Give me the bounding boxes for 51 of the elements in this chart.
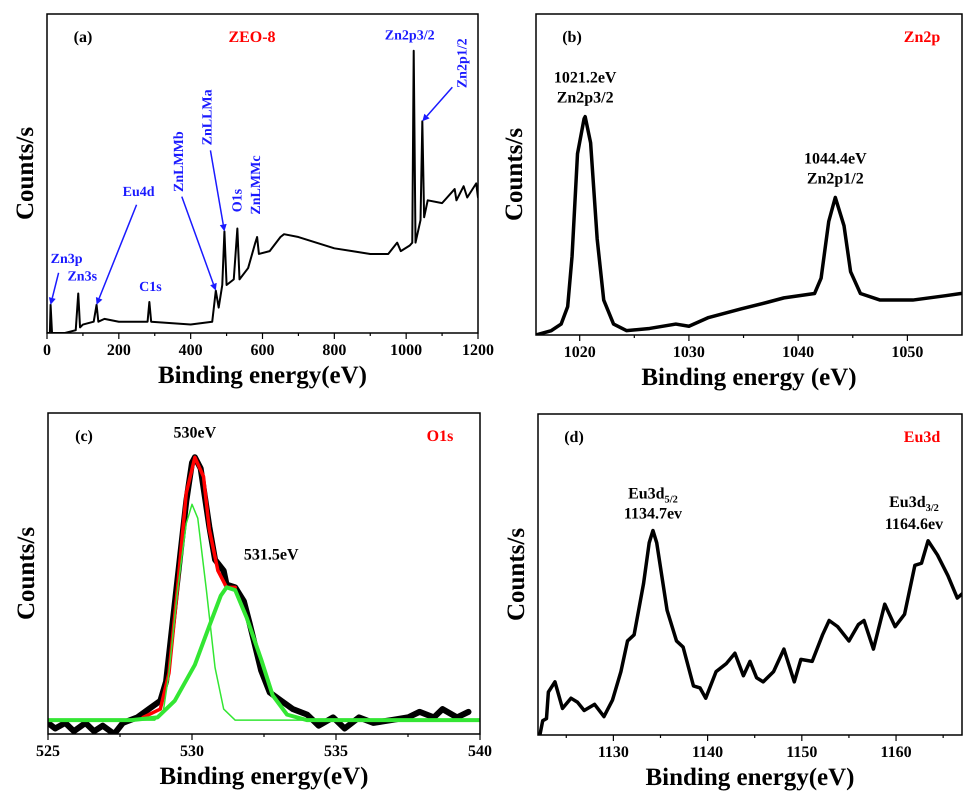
x-tick-label: 1150 <box>786 744 818 761</box>
x-tick-label: 1030 <box>672 344 705 361</box>
chart-subtitle: O1s <box>426 428 454 445</box>
chart-title: (d) <box>564 429 584 446</box>
chart-title: (c) <box>75 428 93 445</box>
y-axis-title: Counts/s <box>13 526 40 620</box>
x-tick-label: 1020 <box>564 344 596 361</box>
x-tick-label: 540 <box>468 743 492 760</box>
annotation: 530eV <box>174 424 217 441</box>
annotation: ZnLMMc <box>249 155 264 215</box>
annotation: Eu4d <box>122 184 155 200</box>
chart-subtitle: Zn2p <box>904 29 940 46</box>
annotation: Zn3s <box>67 270 98 285</box>
x-axis-title: Binding energy(eV) <box>645 764 855 791</box>
x-tick-label: 1050 <box>891 344 924 361</box>
x-tick-label: 200 <box>106 342 131 359</box>
annotation: ZnLLMa <box>200 89 216 146</box>
chart-subtitle: ZEO-8 <box>228 29 276 46</box>
annotation: Zn2p3/2 <box>384 28 435 44</box>
annotation: ZnLMMb <box>172 131 188 192</box>
y-axis-title: Counts/s <box>501 128 528 222</box>
x-axis-title: Binding energy(eV) <box>158 362 368 389</box>
annotation: Eu3d$_{3/2}$ 1164.6ev <box>884 493 944 532</box>
annotation: Zn3p <box>50 252 83 267</box>
x-tick-label: 1130 <box>598 744 629 761</box>
annotation: 1021.2eV Zn2p3/2 <box>554 69 617 106</box>
annotation: Zn2p1/2 <box>456 38 471 88</box>
chart-subtitle: Eu3d <box>904 429 940 446</box>
x-axis-title: Binding energy(eV) <box>159 763 369 790</box>
x-tick-label: 1000 <box>390 342 422 359</box>
x-tick-label: 600 <box>250 342 274 359</box>
annotation: C1s <box>139 280 162 296</box>
x-tick-label: 1160 <box>880 744 912 761</box>
x-tick-label: 535 <box>324 743 348 760</box>
annotation: 1044.4eV Zn2p1/2 <box>804 150 868 188</box>
y-axis-title: Counts/s <box>12 126 39 220</box>
x-tick-label: 0 <box>43 342 51 359</box>
annotation: 531.5eV <box>244 546 299 564</box>
x-tick-label: 1140 <box>692 744 724 761</box>
x-tick-label: 1040 <box>782 344 814 361</box>
chart-title: (b) <box>562 29 582 46</box>
x-tick-label: 525 <box>36 743 60 760</box>
y-axis-title: Counts/s <box>503 528 530 622</box>
x-tick-label: 800 <box>322 342 346 359</box>
x-tick-label: 1200 <box>462 342 494 359</box>
annotation: Eu3d$_{5/2}$ 1134.7ev <box>624 485 682 522</box>
x-tick-label: 400 <box>178 342 203 359</box>
annotation: O1s <box>230 188 246 212</box>
x-axis-title: Binding energy (eV) <box>641 364 857 391</box>
x-tick-label: 530 <box>180 743 204 760</box>
chart-title: (a) <box>74 29 92 46</box>
